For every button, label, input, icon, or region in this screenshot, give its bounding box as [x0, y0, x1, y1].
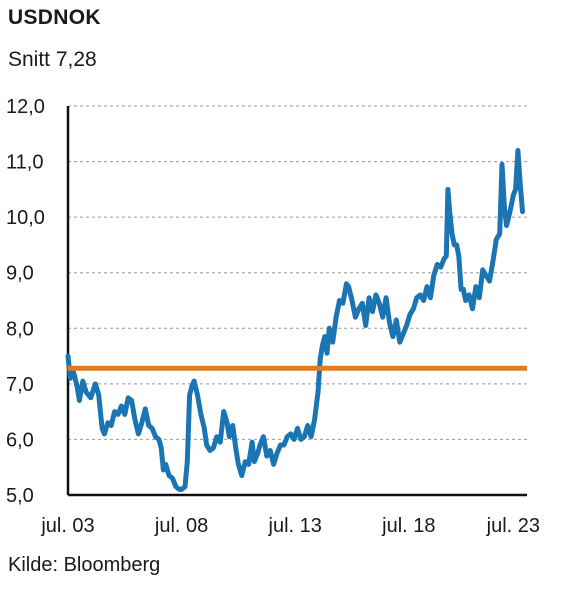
x-tick-label: jul. 23 [486, 515, 540, 537]
series-line [65, 148, 525, 492]
gridlines [68, 105, 527, 440]
y-tick-label: 11,0 [6, 152, 43, 174]
x-tick-label: jul. 03 [40, 515, 94, 537]
y-tick-label: 9,0 [6, 263, 34, 285]
y-tick-label: 7,0 [6, 374, 34, 396]
x-tick-label: jul. 13 [268, 515, 322, 537]
y-tick-label: 10,0 [6, 207, 45, 229]
source-note: Kilde: Bloomberg [8, 554, 161, 576]
y-tick-label: 8,0 [6, 318, 34, 340]
x-tick-label: jul. 18 [381, 515, 435, 537]
axes [66, 106, 527, 497]
y-axis-ticks: 5,0 6,0 7,0 8,0 9,0 10,0 11,0 12,0 [6, 96, 45, 507]
x-axis-ticks: jul. 03 jul. 08 jul. 13 jul. 18 jul. 23 [40, 515, 540, 537]
y-tick-label: 6,0 [6, 429, 34, 451]
chart-title: USDNOK [8, 6, 101, 29]
chart-subtitle: Snitt 7,28 [8, 48, 97, 71]
x-tick-label: jul. 08 [154, 515, 208, 537]
y-tick-label: 12,0 [6, 96, 45, 118]
y-tick-label: 5,0 [6, 485, 34, 507]
series-layer [65, 148, 525, 492]
